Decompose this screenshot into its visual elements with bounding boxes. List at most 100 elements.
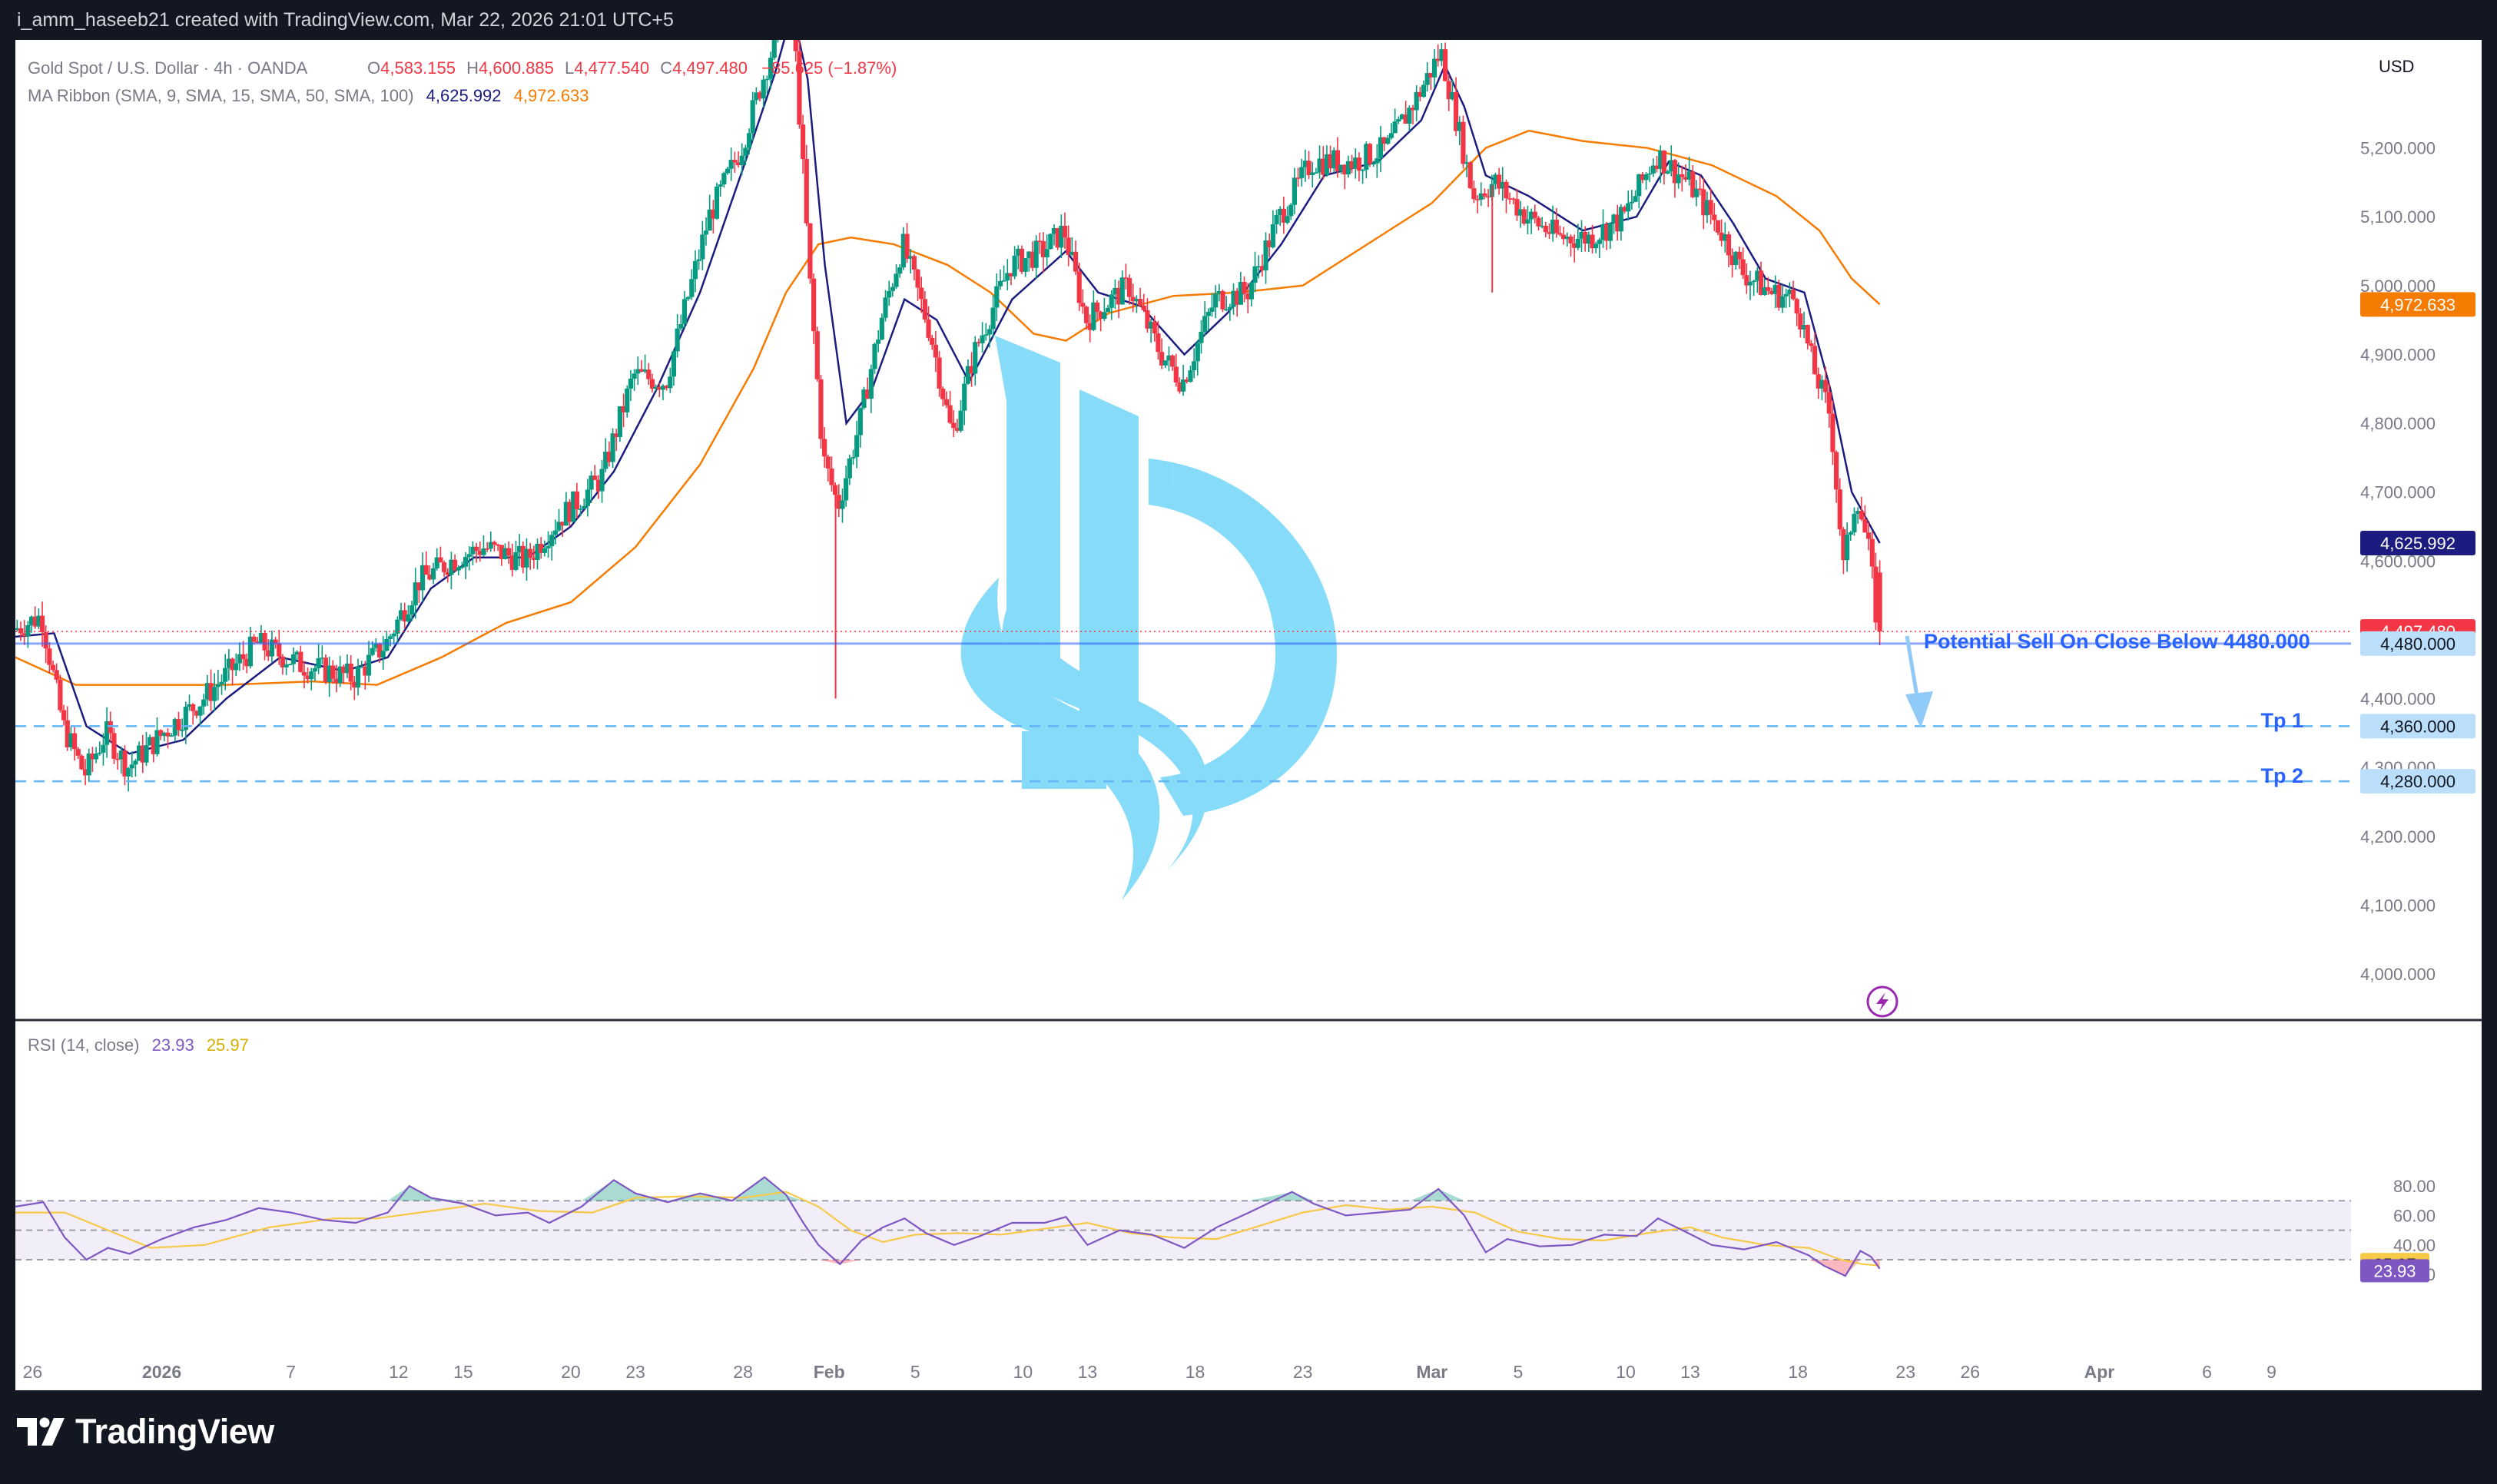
candle-body[interactable] bbox=[1349, 161, 1355, 169]
candle-body[interactable] bbox=[1421, 84, 1427, 97]
candle-body[interactable] bbox=[887, 290, 892, 298]
candle-body[interactable] bbox=[298, 651, 303, 672]
candle-body[interactable] bbox=[614, 433, 619, 437]
candle-body[interactable] bbox=[223, 667, 228, 682]
candle-body[interactable] bbox=[380, 651, 386, 658]
candle-body[interactable] bbox=[395, 619, 400, 634]
candle-body[interactable] bbox=[1837, 489, 1842, 530]
candle-body[interactable] bbox=[1345, 161, 1351, 175]
candle-body[interactable] bbox=[868, 369, 874, 399]
candle-body[interactable] bbox=[165, 732, 171, 737]
candle-body[interactable] bbox=[197, 706, 203, 716]
candle-body[interactable] bbox=[290, 654, 297, 664]
candle-body[interactable] bbox=[1816, 374, 1821, 389]
candle-body[interactable] bbox=[1532, 211, 1537, 218]
candle-body[interactable] bbox=[1177, 382, 1182, 392]
candle-body[interactable] bbox=[739, 155, 744, 166]
candle-body[interactable] bbox=[104, 721, 110, 745]
candle-body[interactable] bbox=[54, 670, 59, 680]
candle-body[interactable] bbox=[148, 737, 153, 746]
candle-body[interactable] bbox=[1521, 209, 1527, 224]
candle-body[interactable] bbox=[1607, 223, 1613, 241]
candle-body[interactable] bbox=[764, 78, 770, 81]
candle-body[interactable] bbox=[1690, 171, 1696, 197]
candle-body[interactable] bbox=[513, 552, 519, 570]
candle-body[interactable] bbox=[711, 209, 716, 219]
candle-body[interactable] bbox=[1385, 137, 1391, 144]
candle-body[interactable] bbox=[814, 331, 820, 379]
candle-body[interactable] bbox=[1812, 346, 1818, 375]
candle-body[interactable] bbox=[1259, 266, 1265, 271]
candle-body[interactable] bbox=[915, 269, 920, 288]
candle-body[interactable] bbox=[844, 478, 849, 501]
candle-body[interactable] bbox=[15, 628, 20, 630]
candle-body[interactable] bbox=[1783, 293, 1789, 296]
candle-body[interactable] bbox=[1859, 511, 1864, 520]
candle-body[interactable] bbox=[506, 548, 512, 556]
candle-body[interactable] bbox=[958, 410, 963, 431]
candle-body[interactable] bbox=[1098, 311, 1103, 320]
candle-body[interactable] bbox=[309, 671, 314, 680]
candle-body[interactable] bbox=[1428, 73, 1434, 78]
candle-body[interactable] bbox=[114, 758, 121, 760]
candle-body[interactable] bbox=[560, 522, 565, 526]
candle-body[interactable] bbox=[1704, 200, 1710, 216]
candle-body[interactable] bbox=[1615, 214, 1620, 232]
candle-body[interactable] bbox=[1633, 196, 1638, 202]
candle-body[interactable] bbox=[1126, 278, 1132, 297]
candle-body[interactable] bbox=[1442, 49, 1448, 81]
candle-body[interactable] bbox=[323, 658, 329, 683]
candle-body[interactable] bbox=[416, 582, 422, 591]
candle-body[interactable] bbox=[660, 386, 666, 390]
candle-body[interactable] bbox=[496, 544, 501, 546]
candle-body[interactable] bbox=[549, 535, 555, 547]
candle-body[interactable] bbox=[1005, 273, 1010, 281]
candle-body[interactable] bbox=[714, 186, 720, 219]
candle-body[interactable] bbox=[1407, 108, 1412, 124]
candle-body[interactable] bbox=[337, 666, 343, 684]
candle-body[interactable] bbox=[1643, 174, 1649, 181]
candle-body[interactable] bbox=[642, 369, 648, 372]
candle-body[interactable] bbox=[1321, 158, 1326, 175]
candle-body[interactable] bbox=[1037, 240, 1043, 242]
candle-body[interactable] bbox=[635, 369, 641, 374]
candle-body[interactable] bbox=[301, 671, 307, 676]
candle-body[interactable] bbox=[1399, 114, 1405, 120]
candle-body[interactable] bbox=[571, 491, 576, 522]
horizontal-levels[interactable] bbox=[15, 631, 2351, 783]
candle-body[interactable] bbox=[1654, 165, 1660, 169]
candle-body[interactable] bbox=[449, 559, 454, 575]
candle-body[interactable] bbox=[1575, 238, 1580, 248]
candle-body[interactable] bbox=[39, 615, 45, 632]
candle-body[interactable] bbox=[1809, 343, 1814, 346]
candle-body[interactable] bbox=[517, 545, 522, 552]
candle-body[interactable] bbox=[1231, 290, 1236, 307]
candle-body[interactable] bbox=[284, 664, 289, 667]
candle-body[interactable] bbox=[1173, 366, 1179, 383]
candle-body[interactable] bbox=[1342, 164, 1348, 175]
candle-body[interactable] bbox=[118, 750, 124, 760]
candle-body[interactable] bbox=[653, 386, 658, 389]
candle-body[interactable] bbox=[1650, 165, 1656, 174]
candle-body[interactable] bbox=[466, 554, 472, 558]
candle-body[interactable] bbox=[599, 469, 605, 492]
candle-body[interactable] bbox=[1450, 91, 1455, 100]
candle-body[interactable] bbox=[528, 548, 533, 558]
candle-body[interactable] bbox=[1245, 293, 1251, 300]
candle-body[interactable] bbox=[111, 733, 117, 759]
candle-body[interactable] bbox=[1626, 203, 1631, 212]
candle-body[interactable] bbox=[1238, 282, 1243, 305]
candle-body[interactable] bbox=[1040, 240, 1046, 257]
candle-body[interactable] bbox=[1693, 188, 1699, 197]
candle-body[interactable] bbox=[904, 234, 910, 259]
candle-body[interactable] bbox=[926, 320, 931, 338]
candle-body[interactable] bbox=[1224, 309, 1229, 311]
candle-body[interactable] bbox=[1159, 352, 1165, 366]
candle-body[interactable] bbox=[1726, 234, 1732, 256]
candle-body[interactable] bbox=[237, 654, 242, 664]
candle-body[interactable] bbox=[187, 704, 192, 707]
candle-body[interactable] bbox=[1281, 208, 1286, 223]
candle-body[interactable] bbox=[1367, 144, 1373, 164]
candle-body[interactable] bbox=[68, 733, 74, 747]
candle-body[interactable] bbox=[18, 628, 24, 634]
